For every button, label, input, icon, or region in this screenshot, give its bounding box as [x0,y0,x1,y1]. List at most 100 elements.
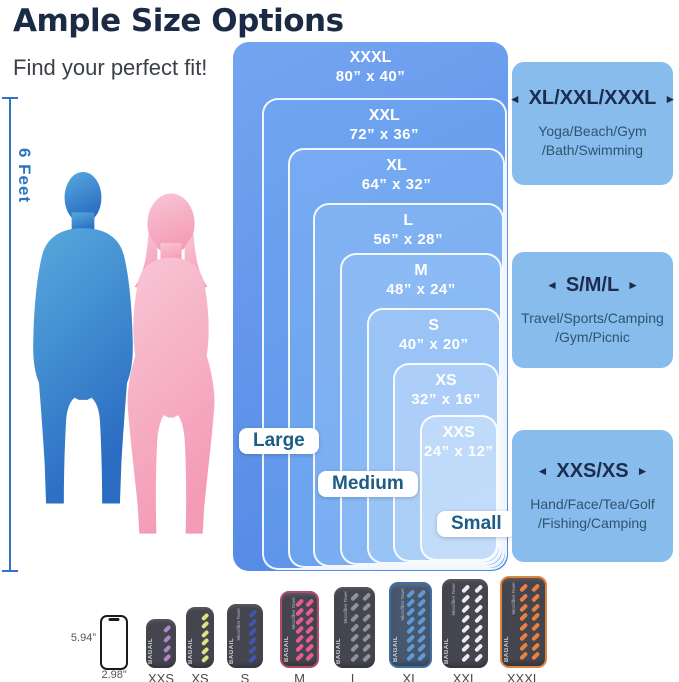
stripe-dash [294,634,304,643]
stripe-dash [474,624,483,633]
stripe-dash [201,612,210,621]
stripe-dash [531,622,541,632]
height-label: 6 Feet [15,148,34,204]
stripe-dash [531,602,541,612]
towel-size-label: S [240,671,250,682]
use-line: /Bath/Swimming [541,142,644,158]
stripe-dash [417,643,426,652]
stripe-dash [304,598,314,607]
size-name: XXXL [349,49,392,66]
stripe-dash [406,652,416,661]
use-box-heading: ◄ S/M/L ► [546,274,639,297]
stripe-dash [304,652,314,661]
stripe-dash [361,643,371,653]
towel-l: Microfiber Towel BAGAIL [334,587,375,668]
towel-subbrand-text: Microfiber Towel [343,591,348,624]
size-dimensions: 32” x 16” [411,391,481,408]
stripe-dash [248,636,258,645]
stripe-dash [406,598,416,607]
use-box-sizes: S/M/L [565,273,620,296]
use-line: /Gym/Picnic [555,328,630,345]
stripe-dash [304,634,314,643]
size-name: M [414,262,428,279]
use-line: Hand/Face/Tea/Golf [530,495,655,512]
stripe-dash [461,584,471,594]
stripe-dash [519,641,529,651]
towel-size-label: M [294,671,305,682]
stripe-dash [294,616,304,625]
stripe-dash [248,654,258,663]
stripe-dash [304,625,314,634]
stripe-dash [417,652,426,661]
stripe-dash [294,598,304,607]
woman-silhouette [127,193,215,534]
towel-xxxl: Microfiber Towel BAGAIL [500,576,547,668]
phone-width-label: 2.98” [101,669,127,681]
arrow-left-icon: ◄ [545,278,558,293]
stripe-dash [162,644,172,653]
use-box-sizes: XL/XXL/XXXL [528,87,657,110]
stripe-dash [474,614,483,623]
towel-xl: Microfiber Towel BAGAIL [389,582,432,668]
size-name: L [403,212,414,229]
stripe-dash [461,594,471,604]
towel-size-label: XXS [147,671,174,682]
stripe-dash [294,652,304,661]
use-box-heading: ◄ XL/XXL/XXXL ► [509,87,677,110]
stripe-dash [201,620,210,629]
use-box-uses: Yoga/Beach/Gym /Bath/Swimming [538,122,646,160]
towel-brand-text: BAGAIL [336,638,342,664]
towel-stripes [294,598,314,661]
stripe-dash [519,612,529,622]
page-subtitle: Find your perfect fit! [13,55,208,80]
stripe-dash [350,623,360,632]
towel-brand-text: BAGAIL [229,638,235,664]
stripe-dash [201,629,210,638]
stripe-dash [519,602,529,612]
stripe-dash [531,641,541,651]
stripe-dash [417,598,426,607]
stripe-dash [406,634,416,643]
stripe-dash [417,625,426,634]
stripe-dash [350,612,360,622]
stripe-dash [474,633,483,643]
stripe-dash [461,614,471,623]
use-line: Travel/Sports/Camping [521,309,664,326]
phone-height-label: 5.94” [70,632,96,644]
towel-stripes [161,624,173,663]
stripe-dash [531,632,541,642]
measure-cap-top [2,97,18,99]
towel-stripes [200,612,211,663]
phone-outline [100,615,128,670]
size-name: XS [435,372,457,389]
stripe-dash [248,618,258,627]
stripe-dash [294,625,304,634]
stripe-dash [531,583,541,593]
tag-small: Small [437,511,516,537]
towel-xxs: BAGAIL [146,619,176,668]
stripe-dash [474,604,483,614]
towel-size-label: XXXL [506,671,541,682]
stripe-dash [461,653,471,663]
stripe-dash [304,607,314,616]
towel-subbrand-text: Microfiber Towel [236,608,241,641]
use-line: /Fishing/Camping [538,514,647,531]
arrow-right-icon: ► [664,91,677,106]
stripe-dash [350,602,360,612]
stripe-dash [531,612,541,622]
size-name: XL [386,157,407,174]
towel-xxl: Microfiber Towel BAGAIL [442,579,488,668]
size-box-xxs: XXS 24” x 12” [420,415,498,561]
stripe-dash [519,583,529,593]
phone-notch [108,618,120,621]
size-name: S [428,317,440,334]
stripe-dash [417,616,426,625]
towel-size-label: XS [191,671,209,682]
towel-s: Microfiber Towel BAGAIL [227,604,263,668]
towel-brand-text: BAGAIL [444,638,450,664]
size-dimensions: 64” x 32” [361,176,432,193]
stripe-dash [461,604,471,614]
use-box-sizes: XXS/XS [556,459,629,482]
towel-brand-text: BAGAIL [148,638,154,664]
